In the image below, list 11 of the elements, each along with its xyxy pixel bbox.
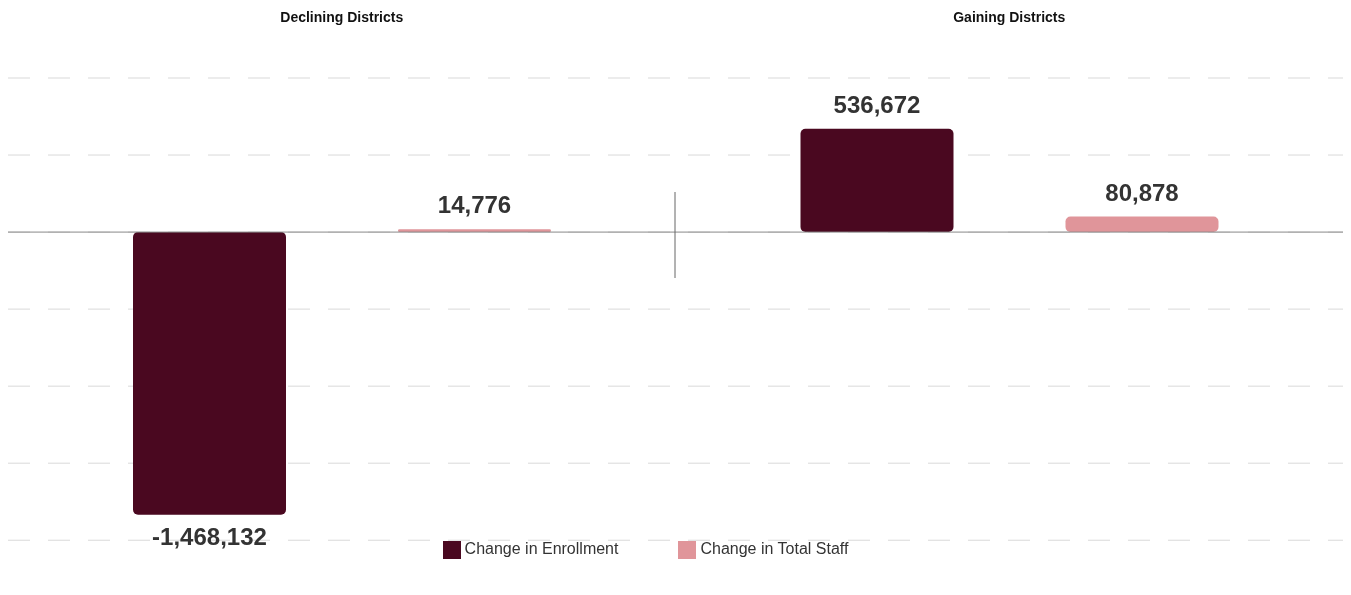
x-tick-label: Gaining Districts [953, 9, 1066, 25]
bar [133, 232, 286, 515]
data-label: 80,878 [1105, 178, 1179, 206]
bar [800, 128, 954, 233]
legend-label: Change in Enrollment [464, 540, 619, 558]
data-label: -1,468,132 [152, 522, 267, 550]
x-tick-label: Declining Districts [280, 9, 404, 25]
data-label: 14,776 [437, 191, 512, 219]
data-label: 536,672 [833, 90, 921, 118]
legend-label: Change in Total Staff [700, 540, 849, 558]
bar [1065, 216, 1219, 233]
